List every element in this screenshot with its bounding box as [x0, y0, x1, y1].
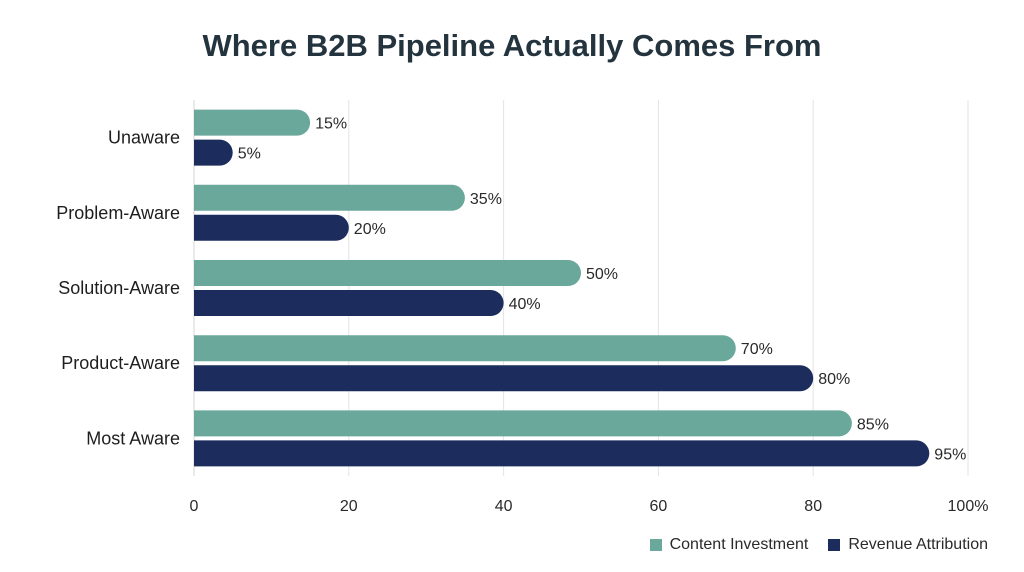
- value-label-content-investment-problem-aware: 35%: [470, 191, 502, 208]
- x-tick-label-0: 0: [190, 498, 199, 515]
- bar-content-investment-most-aware: [194, 410, 852, 437]
- value-label-revenue-attribution-solution-aware: 40%: [509, 296, 541, 313]
- bar-revenue-attribution-unaware: [194, 139, 233, 166]
- bar-revenue-attribution-solution-aware: [194, 290, 504, 316]
- value-label-revenue-attribution-most-aware: 95%: [934, 446, 966, 463]
- category-label-problem-aware: Problem-Aware: [56, 203, 180, 223]
- bar-content-investment-solution-aware: [194, 260, 581, 286]
- x-tick-label-60: 60: [650, 498, 668, 515]
- bar-content-investment-problem-aware: [194, 184, 465, 211]
- category-label-most-aware: Most Aware: [86, 428, 180, 448]
- bar-revenue-attribution-problem-aware: [194, 214, 349, 241]
- value-label-content-investment-product-aware: 70%: [741, 341, 773, 358]
- x-tick-label-80: 80: [804, 498, 822, 515]
- bar-revenue-attribution-product-aware: [194, 365, 814, 392]
- bar-content-investment-product-aware: [194, 335, 736, 362]
- legend-item-revenue-attribution: Revenue Attribution: [828, 536, 988, 554]
- chart-title: Where B2B Pipeline Actually Comes From: [202, 28, 822, 63]
- x-tick-label-20: 20: [340, 498, 358, 515]
- bar-revenue-attribution-most-aware: [194, 440, 930, 467]
- value-label-revenue-attribution-unaware: 5%: [238, 146, 261, 163]
- value-label-revenue-attribution-problem-aware: 20%: [354, 221, 386, 238]
- legend-item-content-investment: Content Investment: [649, 536, 809, 554]
- legend-label-revenue-attribution: Revenue Attribution: [848, 536, 988, 553]
- legend-swatch-revenue-attribution: [828, 539, 841, 551]
- category-label-solution-aware: Solution-Aware: [58, 278, 180, 298]
- value-label-revenue-attribution-product-aware: 80%: [818, 371, 850, 388]
- legend-label-content-investment: Content Investment: [669, 536, 809, 553]
- category-label-unaware: Unaware: [108, 128, 180, 148]
- value-label-content-investment-unaware: 15%: [315, 116, 347, 133]
- x-tick-label-40: 40: [495, 498, 513, 515]
- category-label-product-aware: Product-Aware: [61, 353, 180, 373]
- value-label-content-investment-most-aware: 85%: [857, 416, 889, 433]
- legend: Content Investment Revenue Attribution: [649, 536, 988, 554]
- bar-content-investment-unaware: [194, 109, 311, 136]
- legend-swatch-content-investment: [649, 539, 662, 551]
- x-tick-label-100: 100%: [948, 498, 989, 515]
- value-label-content-investment-solution-aware: 50%: [586, 266, 618, 283]
